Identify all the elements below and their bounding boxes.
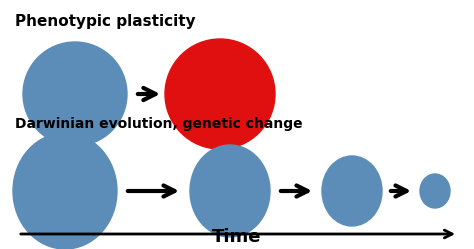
Circle shape <box>165 39 275 149</box>
Ellipse shape <box>322 156 382 226</box>
Ellipse shape <box>13 133 117 249</box>
Ellipse shape <box>190 145 270 237</box>
Text: Time: Time <box>212 228 262 246</box>
Ellipse shape <box>420 174 450 208</box>
Text: Phenotypic plasticity: Phenotypic plasticity <box>15 14 196 29</box>
Circle shape <box>23 42 127 146</box>
Text: Darwinian evolution, genetic change: Darwinian evolution, genetic change <box>15 117 302 131</box>
